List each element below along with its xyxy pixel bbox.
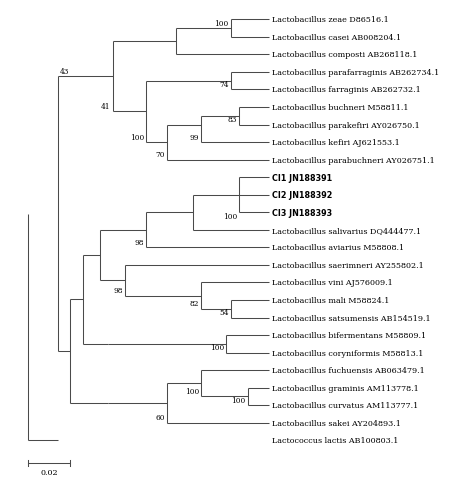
Text: 100: 100 bbox=[231, 396, 246, 404]
Text: 0.02: 0.02 bbox=[40, 468, 58, 476]
Text: 82: 82 bbox=[190, 300, 199, 308]
Text: Lactobacillus satsumensis AB154519.1: Lactobacillus satsumensis AB154519.1 bbox=[272, 314, 431, 322]
Text: Lactobacillus zeae D86516.1: Lactobacillus zeae D86516.1 bbox=[272, 16, 389, 24]
Text: Lactobacillus vini AJ576009.1: Lactobacillus vini AJ576009.1 bbox=[272, 279, 393, 287]
Text: Lactobacillus saerimneri AY255802.1: Lactobacillus saerimneri AY255802.1 bbox=[272, 261, 424, 269]
Text: Lactobacillus graminis AM113778.1: Lactobacillus graminis AM113778.1 bbox=[272, 384, 419, 392]
Text: Lactobacillus satsumensis AB154519.1: Lactobacillus satsumensis AB154519.1 bbox=[272, 314, 431, 322]
Text: 100: 100 bbox=[223, 212, 237, 220]
Text: Lactobacillus composti AB268118.1: Lactobacillus composti AB268118.1 bbox=[272, 51, 418, 59]
Text: Lactobacillus parakefiri AY026750.1: Lactobacillus parakefiri AY026750.1 bbox=[272, 121, 420, 129]
Text: Lactobacillus parakefiri AY026750.1: Lactobacillus parakefiri AY026750.1 bbox=[272, 121, 420, 129]
Text: Lactobacillus zeae D86516.1: Lactobacillus zeae D86516.1 bbox=[272, 16, 389, 24]
Text: 99: 99 bbox=[190, 133, 199, 142]
Text: Lactobacillus sakei AY204893.1: Lactobacillus sakei AY204893.1 bbox=[272, 419, 401, 427]
Text: CI2 JN188392: CI2 JN188392 bbox=[272, 191, 332, 200]
Text: Lactococcus lactis AB100803.1: Lactococcus lactis AB100803.1 bbox=[272, 436, 399, 444]
Text: 54: 54 bbox=[219, 309, 228, 316]
Text: Lactobacillus bifermentans M58809.1: Lactobacillus bifermentans M58809.1 bbox=[272, 331, 426, 339]
Text: Lactobacillus fuchuensis AB063479.1: Lactobacillus fuchuensis AB063479.1 bbox=[272, 366, 425, 374]
Text: Lactobacillus kefiri AJ621553.1: Lactobacillus kefiri AJ621553.1 bbox=[272, 139, 400, 147]
Text: 41: 41 bbox=[101, 103, 110, 111]
Text: Lactobacillus farraginis AB262732.1: Lactobacillus farraginis AB262732.1 bbox=[272, 86, 421, 94]
Text: 83: 83 bbox=[228, 116, 237, 124]
Text: Lactobacillus curvatus AM113777.1: Lactobacillus curvatus AM113777.1 bbox=[272, 401, 419, 409]
Text: 74: 74 bbox=[219, 81, 228, 89]
Text: Lactobacillus mali M58824.1: Lactobacillus mali M58824.1 bbox=[272, 296, 390, 304]
Text: Lactobacillus parafarraginis AB262734.1: Lactobacillus parafarraginis AB262734.1 bbox=[272, 69, 439, 77]
Text: CI3 JN188393: CI3 JN188393 bbox=[272, 208, 332, 217]
Text: 70: 70 bbox=[156, 151, 165, 159]
Text: 100: 100 bbox=[130, 133, 144, 142]
Text: Lactobacillus aviarius M58808.1: Lactobacillus aviarius M58808.1 bbox=[272, 244, 404, 252]
Text: Lactobacillus composti AB268118.1: Lactobacillus composti AB268118.1 bbox=[272, 51, 418, 59]
Text: Lactobacillus vini AJ576009.1: Lactobacillus vini AJ576009.1 bbox=[272, 279, 393, 287]
Text: Lactobacillus coryniformis M58813.1: Lactobacillus coryniformis M58813.1 bbox=[272, 349, 423, 357]
Text: Lactobacillus salivarius DQ444477.1: Lactobacillus salivarius DQ444477.1 bbox=[272, 227, 421, 234]
Text: Lactobacillus bifermentans M58809.1: Lactobacillus bifermentans M58809.1 bbox=[272, 331, 426, 339]
Text: 100: 100 bbox=[210, 344, 224, 351]
Text: Lactobacillus salivarius DQ444477.1: Lactobacillus salivarius DQ444477.1 bbox=[272, 227, 421, 234]
Text: 60: 60 bbox=[156, 413, 165, 421]
Text: 98: 98 bbox=[135, 239, 144, 246]
Text: 98: 98 bbox=[114, 287, 123, 295]
Text: Lactobacillus graminis AM113778.1: Lactobacillus graminis AM113778.1 bbox=[272, 384, 419, 392]
Text: Lactobacillus parafarraginis AB262734.1: Lactobacillus parafarraginis AB262734.1 bbox=[272, 69, 439, 77]
Text: Lactobacillus aviarius M58808.1: Lactobacillus aviarius M58808.1 bbox=[272, 244, 404, 252]
Text: Lactobacillus curvatus AM113777.1: Lactobacillus curvatus AM113777.1 bbox=[272, 401, 419, 409]
Text: Lactobacillus parabuchneri AY026751.1: Lactobacillus parabuchneri AY026751.1 bbox=[272, 156, 435, 164]
Text: Lactobacillus sakei AY204893.1: Lactobacillus sakei AY204893.1 bbox=[272, 419, 401, 427]
Text: Lactobacillus casei AB008204.1: Lactobacillus casei AB008204.1 bbox=[272, 34, 401, 42]
Text: Lactobacillus casei AB008204.1: Lactobacillus casei AB008204.1 bbox=[272, 34, 401, 42]
Text: Lactobacillus buchneri M58811.1: Lactobacillus buchneri M58811.1 bbox=[272, 104, 409, 112]
Text: CI1 JN188391: CI1 JN188391 bbox=[272, 173, 332, 182]
Text: Lactobacillus fuchuensis AB063479.1: Lactobacillus fuchuensis AB063479.1 bbox=[272, 366, 425, 374]
Text: Lactobacillus farraginis AB262732.1: Lactobacillus farraginis AB262732.1 bbox=[272, 86, 421, 94]
Text: Lactococcus lactis AB100803.1: Lactococcus lactis AB100803.1 bbox=[272, 436, 399, 444]
Text: Lactobacillus mali M58824.1: Lactobacillus mali M58824.1 bbox=[272, 296, 390, 304]
Text: 100: 100 bbox=[185, 387, 199, 395]
Text: Lactobacillus saerimneri AY255802.1: Lactobacillus saerimneri AY255802.1 bbox=[272, 261, 424, 269]
Text: Lactobacillus coryniformis M58813.1: Lactobacillus coryniformis M58813.1 bbox=[272, 349, 423, 357]
Text: 100: 100 bbox=[214, 20, 228, 28]
Text: 43: 43 bbox=[60, 68, 69, 76]
Text: Lactobacillus buchneri M58811.1: Lactobacillus buchneri M58811.1 bbox=[272, 104, 409, 112]
Text: Lactobacillus parabuchneri AY026751.1: Lactobacillus parabuchneri AY026751.1 bbox=[272, 156, 435, 164]
Text: Lactobacillus kefiri AJ621553.1: Lactobacillus kefiri AJ621553.1 bbox=[272, 139, 400, 147]
